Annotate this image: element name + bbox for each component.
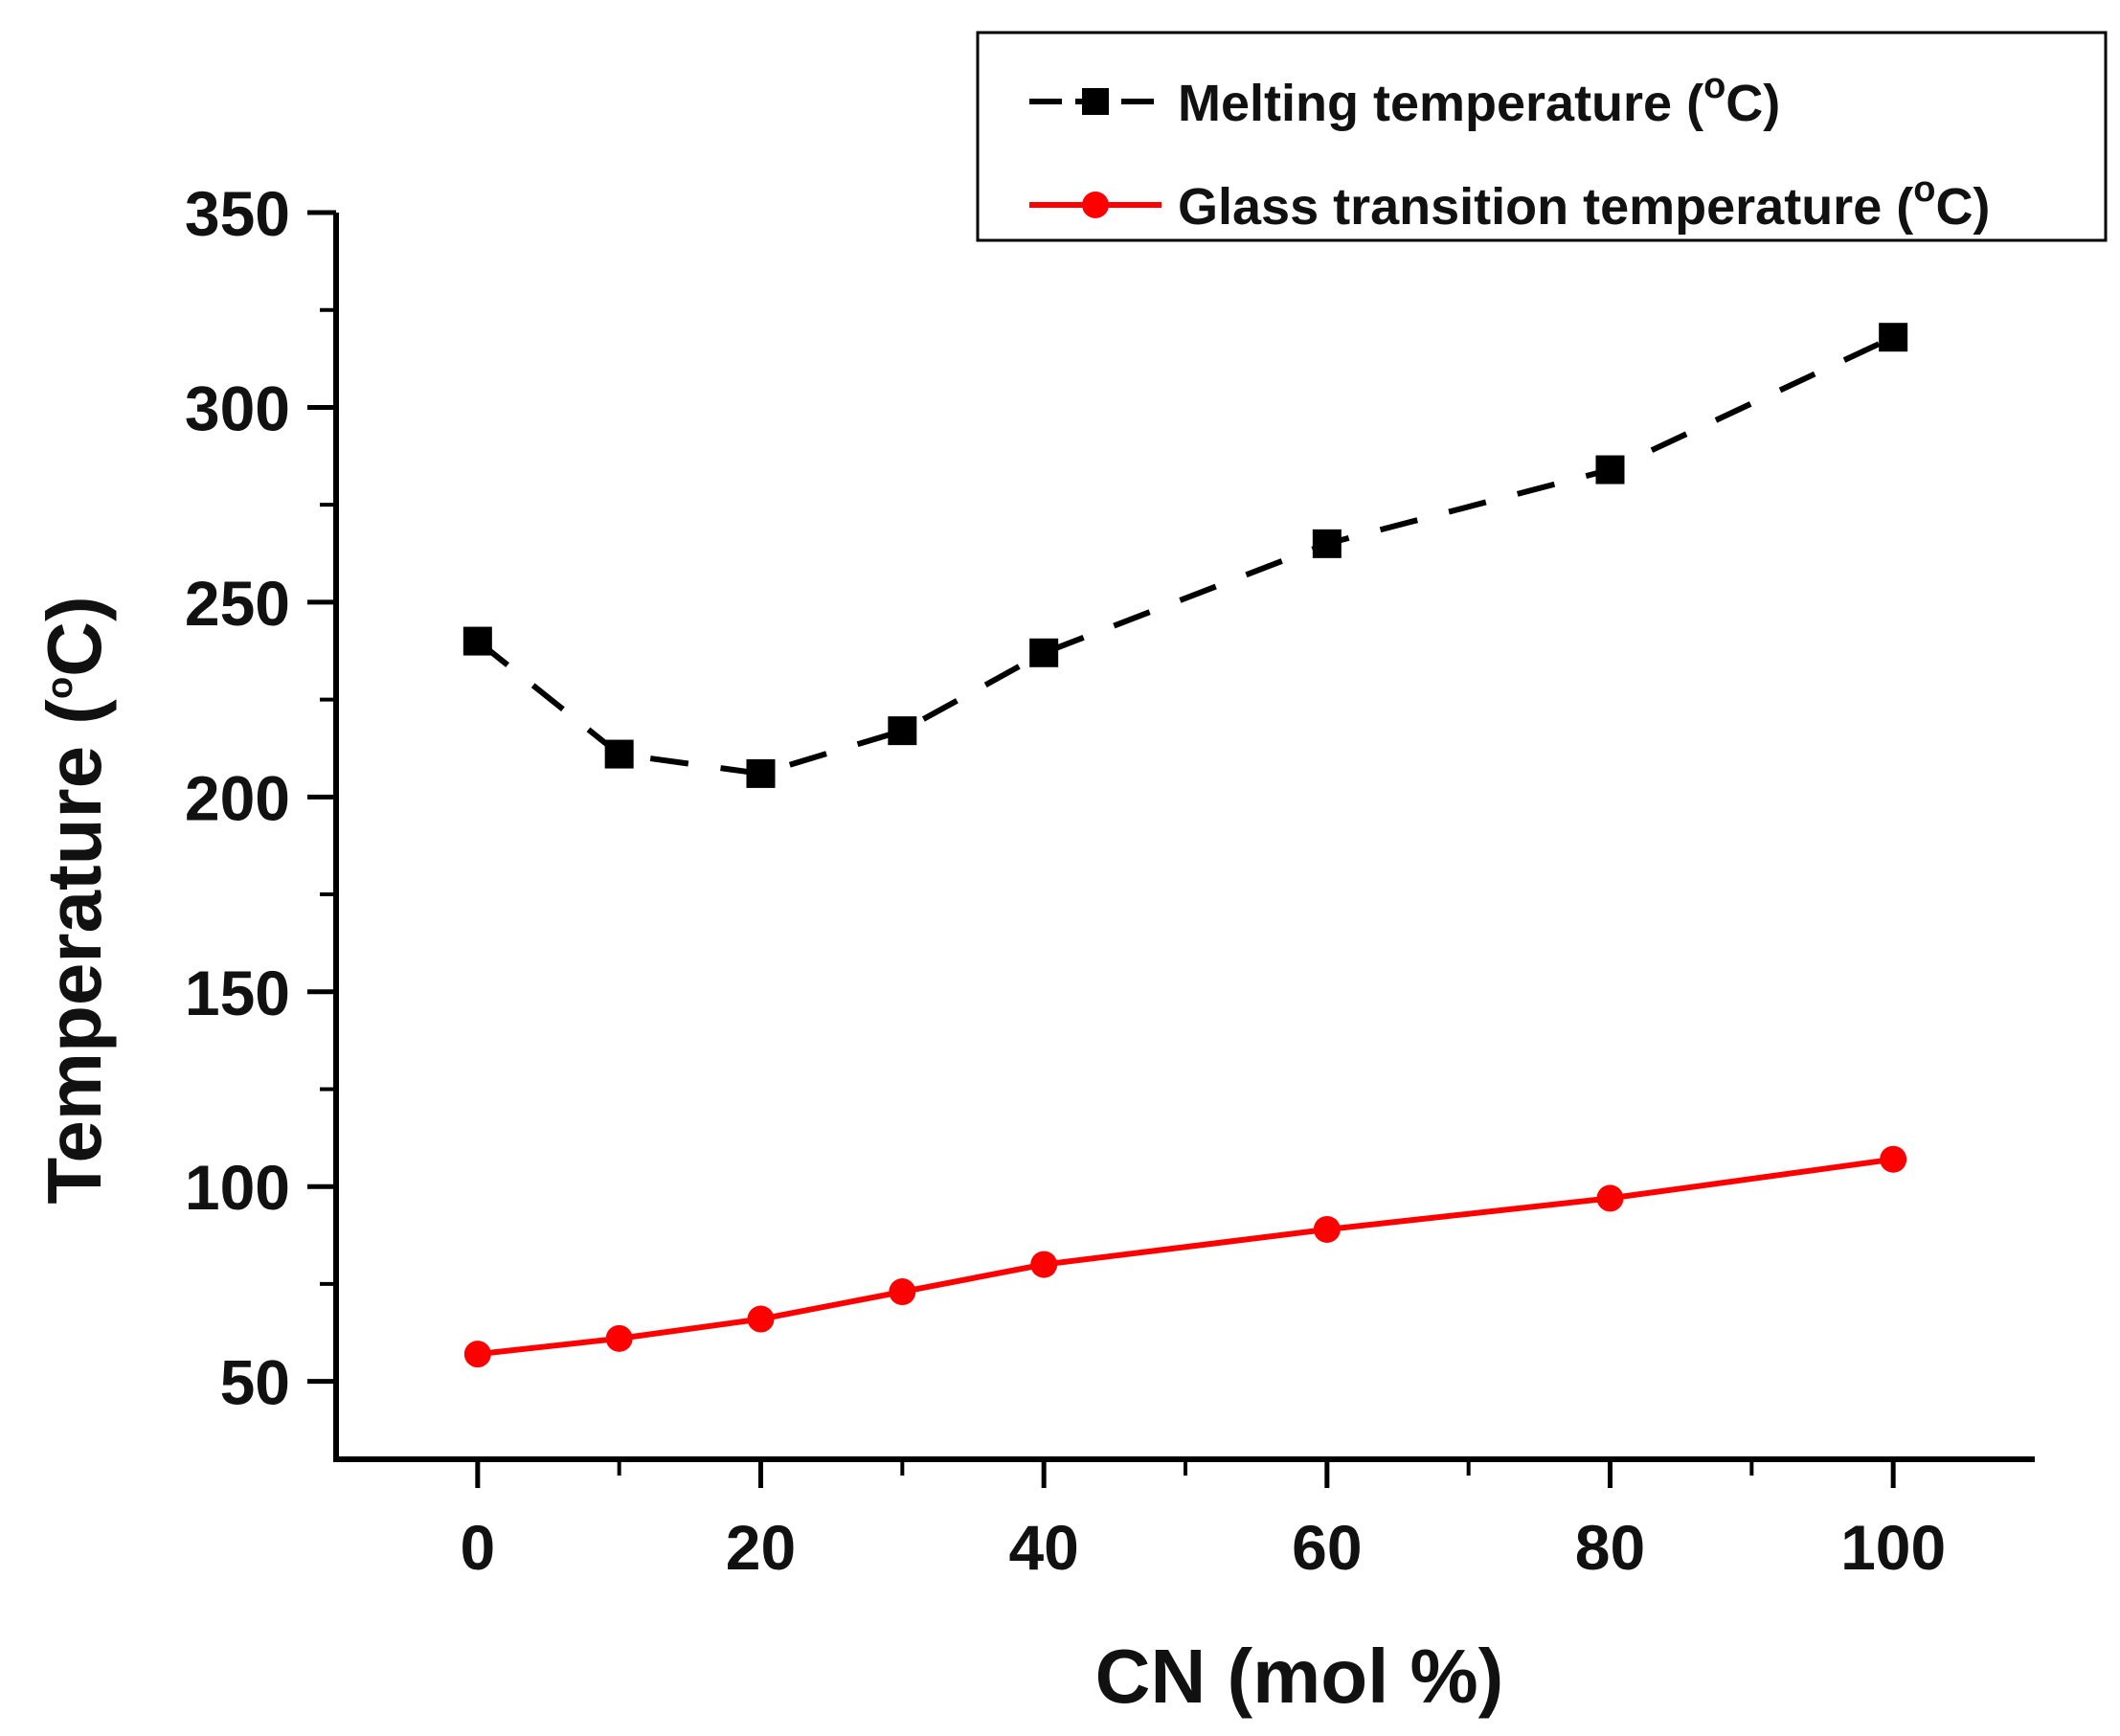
legend-entry-melting: Melting temperature (oC) — [1029, 66, 1780, 132]
data-point — [463, 1341, 491, 1368]
data-point — [888, 716, 917, 746]
legend-marker-glass-transition — [1082, 192, 1109, 218]
data-point — [1029, 638, 1059, 667]
data-point — [1880, 1145, 1907, 1173]
y-tick-label: 300 — [185, 372, 290, 443]
data-point — [462, 626, 492, 656]
data-point — [1312, 529, 1342, 558]
y-axis-title-base: Temperature ( — [32, 699, 117, 1205]
legend-box — [976, 31, 2108, 242]
y-axis-title-tail: C) — [32, 596, 117, 676]
y-axis-title: Temperature (oC) — [32, 596, 117, 1204]
data-point — [746, 758, 776, 788]
legend-label-glass-transition: Glass transition temperature (oC) — [1178, 169, 1990, 236]
data-point — [604, 739, 634, 769]
series-line-1 — [477, 1156, 1894, 1358]
x-tick-label: 40 — [1008, 1512, 1078, 1583]
data-point — [605, 1324, 633, 1352]
y-tick-label: 200 — [185, 762, 290, 833]
data-point — [1879, 323, 1908, 352]
legend-entry-glass-transition: Glass transition temperature (oC) — [1029, 169, 1990, 236]
legend-label-melting: Melting temperature (oC) — [1178, 66, 1780, 132]
y-tick-label: 100 — [185, 1152, 290, 1223]
y-tick-label: 50 — [220, 1347, 290, 1418]
x-tick-label: 0 — [460, 1512, 495, 1583]
axes: 50 100 150 200 250 300 350 0 20 40 60 80 100 — [185, 178, 2035, 1583]
x-tick-label: 80 — [1575, 1512, 1645, 1583]
data-point — [1596, 1184, 1624, 1212]
x-tick-label: 60 — [1292, 1512, 1362, 1583]
data-point — [1030, 1251, 1058, 1278]
x-tick-label: 100 — [1840, 1512, 1946, 1583]
legend: Melting temperature (oC) Glass transitio… — [976, 31, 2108, 242]
y-axis-title-sup: o — [40, 677, 80, 699]
data-point — [747, 1305, 775, 1333]
data-point — [889, 1278, 916, 1306]
x-tick-label: 20 — [726, 1512, 796, 1583]
series-0 — [462, 323, 1908, 788]
y-tick-label: 150 — [185, 958, 290, 1028]
series-1 — [463, 1145, 1907, 1368]
series-layer — [462, 323, 1908, 1368]
y-tick-label: 350 — [185, 178, 290, 249]
x-axis-title: CN (mol %) — [1095, 1634, 1504, 1719]
data-point — [1595, 455, 1625, 485]
legend-marker-melting — [1082, 88, 1109, 115]
data-point — [1313, 1215, 1341, 1243]
y-tick-label: 250 — [185, 568, 290, 639]
series-line-0 — [475, 334, 1895, 777]
